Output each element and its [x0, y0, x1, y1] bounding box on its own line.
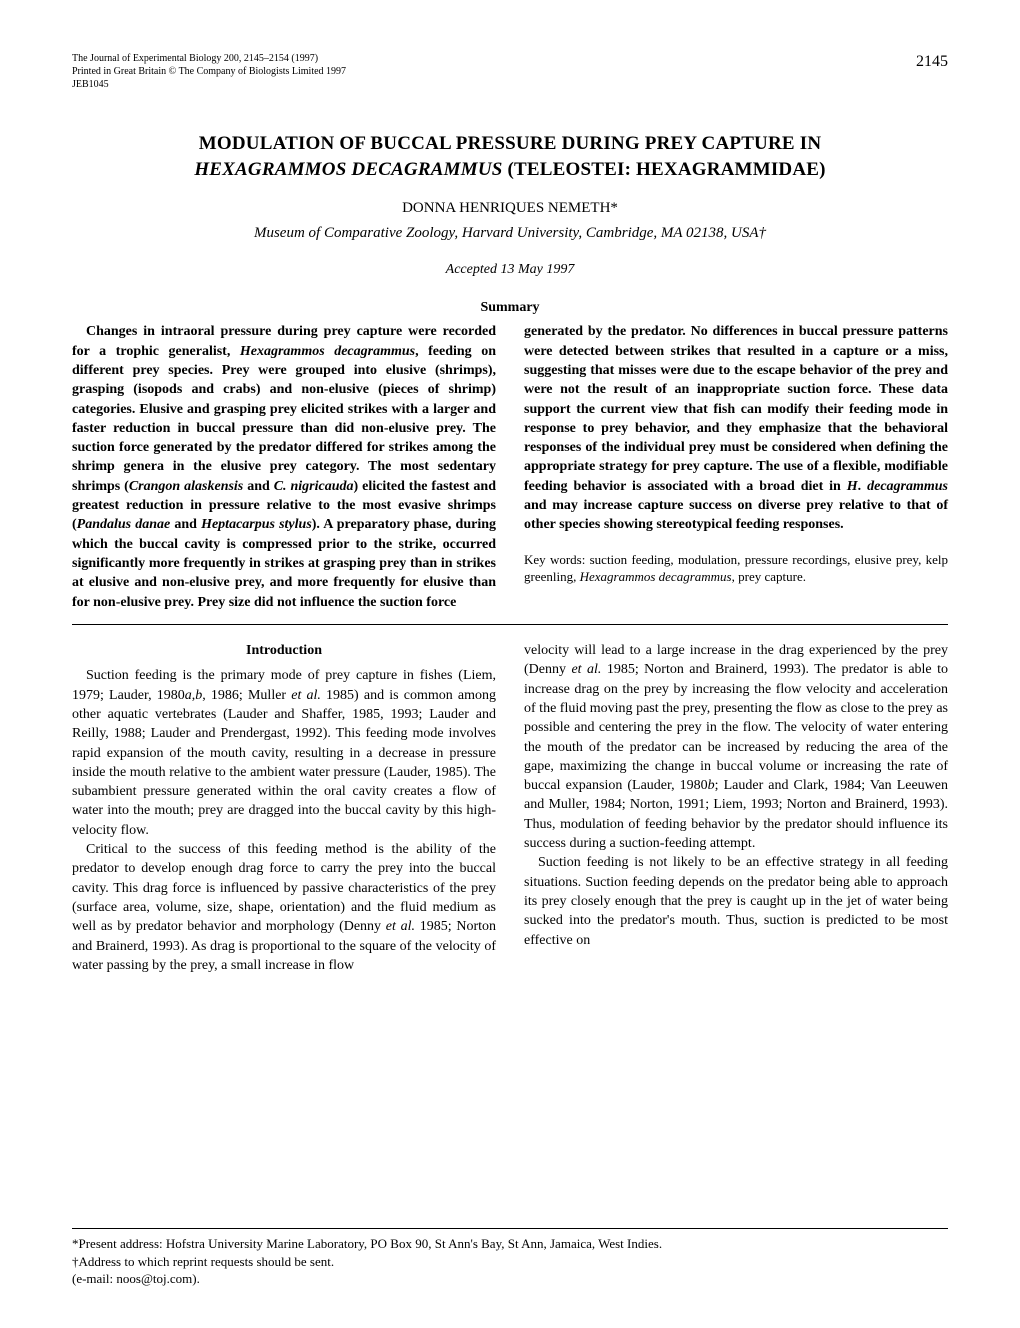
- footnote-block: *Present address: Hofstra University Mar…: [72, 1228, 948, 1288]
- intro-paragraph-1: Suction feeding is the primary mode of p…: [72, 666, 496, 840]
- journal-line-1: The Journal of Experimental Biology 200,…: [72, 52, 472, 65]
- footnote-divider: [72, 1228, 948, 1229]
- title-taxon: (TELEOSTEI: HEXAGRAMMIDAE): [503, 159, 826, 180]
- summary-block: Changes in intraoral pressure during pre…: [72, 322, 948, 612]
- introduction-heading: Introduction: [72, 641, 496, 660]
- title-line-2: HEXAGRAMMOS DECAGRAMMUS (TELEOSTEI: HEXA…: [72, 157, 948, 183]
- footnote-line-1: *Present address: Hofstra University Mar…: [72, 1235, 948, 1253]
- intro-paragraph-2-cont: velocity will lead to a large increase i…: [524, 641, 948, 853]
- section-divider: [72, 624, 948, 625]
- journal-info: The Journal of Experimental Biology 200,…: [72, 52, 472, 91]
- title-species: HEXAGRAMMOS DECAGRAMMUS: [194, 159, 502, 180]
- summary-heading: Summary: [72, 300, 948, 316]
- summary-text-right: generated by the predator. No difference…: [524, 322, 948, 534]
- author-name: DONNA HENRIQUES NEMETH*: [72, 200, 948, 217]
- footnote-line-2: †Address to which reprint requests shoul…: [72, 1253, 948, 1271]
- journal-line-2: Printed in Great Britain © The Company o…: [72, 65, 472, 78]
- footnote-line-3: (e-mail: noos@toj.com).: [72, 1270, 948, 1288]
- body-block: Introduction Suction feeding is the prim…: [72, 641, 948, 975]
- intro-paragraph-3: Suction feeding is not likely to be an e…: [524, 853, 948, 950]
- summary-left-column: Changes in intraoral pressure during pre…: [72, 322, 496, 612]
- running-head: The Journal of Experimental Biology 200,…: [72, 52, 948, 91]
- page-number: 2145: [916, 52, 948, 73]
- summary-right-column: generated by the predator. No difference…: [524, 322, 948, 612]
- body-left-column: Introduction Suction feeding is the prim…: [72, 641, 496, 975]
- author-affiliation: Museum of Comparative Zoology, Harvard U…: [72, 225, 948, 242]
- summary-text-left: Changes in intraoral pressure during pre…: [72, 322, 496, 612]
- intro-paragraph-2: Critical to the success of this feeding …: [72, 840, 496, 975]
- accepted-date: Accepted 13 May 1997: [72, 262, 948, 278]
- journal-line-3: JEB1045: [72, 78, 472, 91]
- title-line-1: MODULATION OF BUCCAL PRESSURE DURING PRE…: [72, 131, 948, 157]
- keywords: Key words: suction feeding, modulation, …: [524, 551, 948, 586]
- body-right-column: velocity will lead to a large increase i…: [524, 641, 948, 975]
- article-title: MODULATION OF BUCCAL PRESSURE DURING PRE…: [72, 131, 948, 182]
